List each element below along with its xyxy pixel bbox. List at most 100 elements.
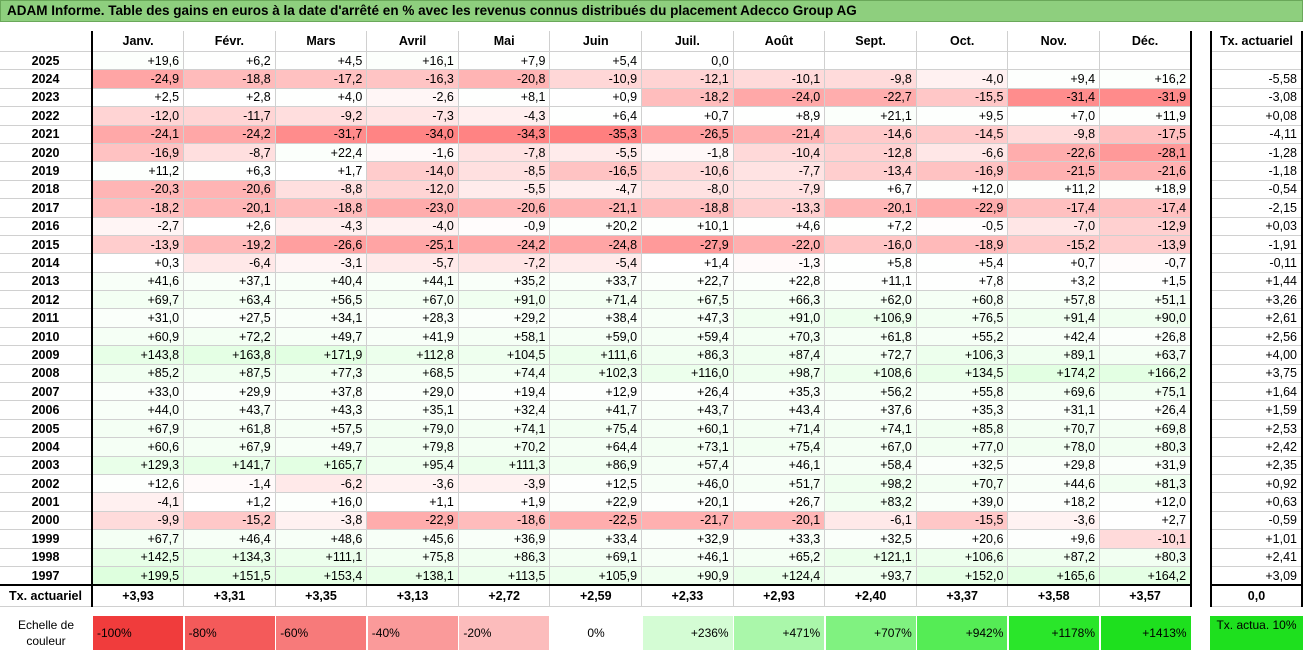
month-header: Oct. (916, 31, 1009, 52)
gain-cell: +67,0 (824, 437, 917, 457)
actuarial-rate-cell: +1,59 (1211, 400, 1303, 420)
gain-cell: +6,7 (824, 180, 917, 200)
gain-cell: +35,3 (733, 382, 826, 402)
gain-cell: +75,4 (549, 419, 643, 439)
gain-cell: +11,2 (92, 161, 185, 181)
actuarial-rate-cell: -0,59 (1211, 511, 1303, 531)
gain-cell: +44,0 (92, 400, 185, 420)
gain-cell: -25,1 (366, 235, 459, 255)
tx-row-cell: +2,93 (733, 584, 826, 608)
table-row: 2012 +69,7 +63,4 +56,5 +67,0 +91,0 +71,4 +67,5 +… (0, 290, 1193, 310)
gain-cell: +11,1 (824, 272, 917, 292)
table-row: 2009 +143,8 +163,8 +171,9 +112,8 +104,5 +111,6… (0, 345, 1193, 365)
gain-cell: -8,8 (275, 180, 368, 200)
gain-cell: +18,9 (1099, 180, 1193, 200)
gain-cell: +6,3 (183, 161, 276, 181)
gain-cell: +38,4 (549, 308, 643, 328)
gain-cell: +27,5 (183, 308, 276, 328)
gain-cell: -18,8 (275, 198, 368, 218)
gain-cell: +33,4 (549, 529, 643, 549)
gain-cell: +32,5 (916, 456, 1009, 475)
gain-cell: +67,9 (92, 419, 185, 439)
gain-cell: -4,7 (549, 180, 643, 200)
gain-cell: +9,6 (1007, 529, 1101, 549)
gain-cell: -0,5 (916, 217, 1009, 236)
gain-cell: +111,1 (275, 548, 368, 567)
gain-cell: -17,4 (1007, 198, 1101, 218)
year-label: 2001 (0, 492, 93, 512)
gain-cell: +69,7 (92, 290, 185, 310)
gain-cell: +68,5 (366, 364, 459, 384)
gain-cell: +32,9 (641, 529, 734, 549)
actuarial-rate-cell: +2,61 (1211, 308, 1303, 328)
gain-cell: +72,2 (183, 327, 276, 347)
gain-cell: +106,6 (916, 548, 1009, 567)
gain-cell: -3,8 (275, 511, 368, 531)
gain-cell: -15,2 (1007, 235, 1101, 255)
table-row: 2000 -9,9 -15,2 -3,8 -22,9 -18,6 -22,5 -21,7 -20… (0, 511, 1193, 531)
legend-swatch: +236% (642, 616, 733, 650)
actuarial-rate-cell: +4,00 (1211, 345, 1303, 365)
gain-cell: -31,4 (1007, 88, 1101, 108)
gain-cell: +164,2 (1099, 566, 1193, 586)
gain-cell: +57,4 (641, 456, 734, 475)
actuarial-rate-cell: -0,11 (1211, 253, 1303, 273)
gain-cell: +90,0 (1099, 308, 1193, 328)
year-label: 2024 (0, 69, 93, 89)
actuarial-rate-cell: +2,53 (1211, 419, 1303, 439)
gain-cell: +142,5 (92, 548, 185, 567)
gain-cell: -15,5 (916, 511, 1009, 531)
gain-cell: +105,9 (549, 566, 643, 586)
gain-cell: -21,6 (1099, 161, 1193, 181)
year-label: 2006 (0, 400, 93, 420)
gain-cell: +171,9 (275, 345, 368, 365)
legend-swatch: +1178% (1009, 616, 1099, 650)
gain-cell: +4,0 (275, 88, 368, 108)
gain-cell: +43,7 (641, 400, 734, 420)
gain-cell: +85,2 (92, 364, 185, 384)
gain-cell: -3,9 (458, 474, 551, 494)
gain-cell: -7,2 (458, 253, 551, 273)
gain-cell: -4,1 (92, 492, 185, 512)
legend-swatch: -60% (276, 616, 367, 650)
gain-cell: -4,0 (366, 217, 459, 236)
gain-cell: -6,4 (183, 253, 276, 273)
gain-cell: +91,0 (458, 290, 551, 310)
gain-cell: +2,6 (183, 217, 276, 236)
gain-cell: -16,3 (366, 69, 459, 89)
gain-cell: +75,1 (1099, 382, 1193, 402)
gain-cell: -24,2 (183, 125, 276, 144)
gain-cell: +113,5 (458, 566, 551, 586)
gain-cell: -18,8 (641, 198, 734, 218)
gain-cell: +31,0 (92, 308, 185, 328)
gain-cell: -12,0 (366, 180, 459, 200)
gain-cell: -20,1 (183, 198, 276, 218)
gain-cell: -7,8 (458, 143, 551, 163)
gain-cell: -5,5 (549, 143, 643, 163)
table-row: 2016 -2,7 +2,6 -4,3 -4,0 -0,9 +20,2 +10,1 +4,6 +7… (0, 217, 1193, 236)
legend-swatch: +471% (734, 616, 825, 650)
tx-row-cell: +3,31 (183, 584, 276, 608)
gain-cell: -3,1 (275, 253, 368, 273)
year-label: 2022 (0, 106, 93, 126)
gain-cell: -13,4 (824, 161, 917, 181)
gain-cell: -7,9 (733, 180, 826, 200)
year-label: 2005 (0, 419, 93, 439)
gain-cell: +3,2 (1007, 272, 1101, 292)
gain-cell: -7,3 (366, 106, 459, 126)
gain-cell (733, 51, 826, 71)
gain-cell: -10,4 (733, 143, 826, 163)
gain-cell: +111,3 (458, 456, 551, 475)
tx-row-cell: +3,35 (275, 584, 368, 608)
gain-cell: +74,1 (458, 419, 551, 439)
gain-cell: +9,5 (916, 106, 1009, 126)
gain-cell: +2,8 (183, 88, 276, 108)
gain-cell: -7,0 (1007, 217, 1101, 236)
tx-row-cell: +3,57 (1099, 584, 1193, 608)
table-row: 1999 +67,7 +46,4 +48,6 +45,6 +36,9 +33,4 +32,9 +… (0, 529, 1193, 549)
gain-cell: -5,5 (458, 180, 551, 200)
gain-cell: +58,4 (824, 456, 917, 475)
gain-cell: +98,2 (824, 474, 917, 494)
gain-cell: +12,5 (549, 474, 643, 494)
gain-cell: -20,1 (824, 198, 917, 218)
